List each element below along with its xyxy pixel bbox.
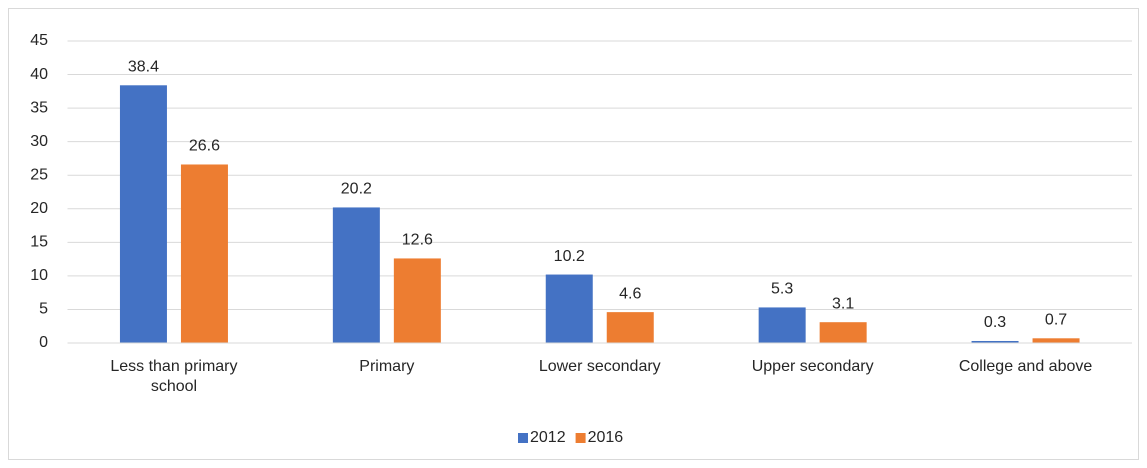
y-tick-label: 5: [39, 301, 48, 318]
data-label: 12.6: [402, 232, 433, 249]
bar: [332, 207, 380, 343]
x-tick-label: Less than primary school: [110, 358, 238, 395]
chart-border: [8, 8, 1139, 460]
data-label: 0.3: [984, 314, 1006, 331]
bar: [971, 340, 1019, 343]
bar: [119, 85, 167, 343]
x-tick-label: Upper secondary: [751, 358, 874, 375]
data-label: 26.6: [189, 138, 220, 155]
data-label: 0.7: [1045, 312, 1067, 329]
y-tick-label: 40: [30, 66, 48, 83]
bar: [606, 312, 654, 343]
bar: [545, 274, 593, 343]
bar: [1032, 338, 1080, 343]
legend-label: 2016: [588, 429, 624, 446]
data-label: 38.4: [128, 59, 159, 76]
y-tick-label: 0: [39, 334, 48, 351]
x-tick-label: Lower secondary: [538, 358, 661, 375]
y-tick-label: 25: [30, 166, 48, 183]
legend-swatch: [575, 433, 586, 443]
y-tick-label: 15: [30, 234, 48, 251]
bar: [758, 307, 806, 343]
data-label: 10.2: [554, 248, 585, 265]
data-label: 3.1: [832, 295, 854, 312]
y-tick-label: 45: [30, 32, 48, 49]
y-tick-label: 10: [30, 267, 48, 284]
x-tick-label: College and above: [958, 358, 1093, 375]
bar: [393, 258, 441, 343]
y-tick-label: 30: [30, 133, 48, 150]
y-tick-label: 35: [30, 99, 48, 116]
bar: [180, 164, 228, 343]
data-label: 20.2: [341, 181, 372, 198]
legend-label: 2012: [530, 429, 566, 446]
data-label: 4.6: [619, 285, 641, 302]
bar: [819, 322, 867, 343]
legend-swatch: [518, 433, 528, 443]
x-tick-label: Primary: [359, 358, 415, 375]
y-tick-label: 20: [30, 200, 48, 217]
data-label: 5.3: [771, 281, 793, 298]
